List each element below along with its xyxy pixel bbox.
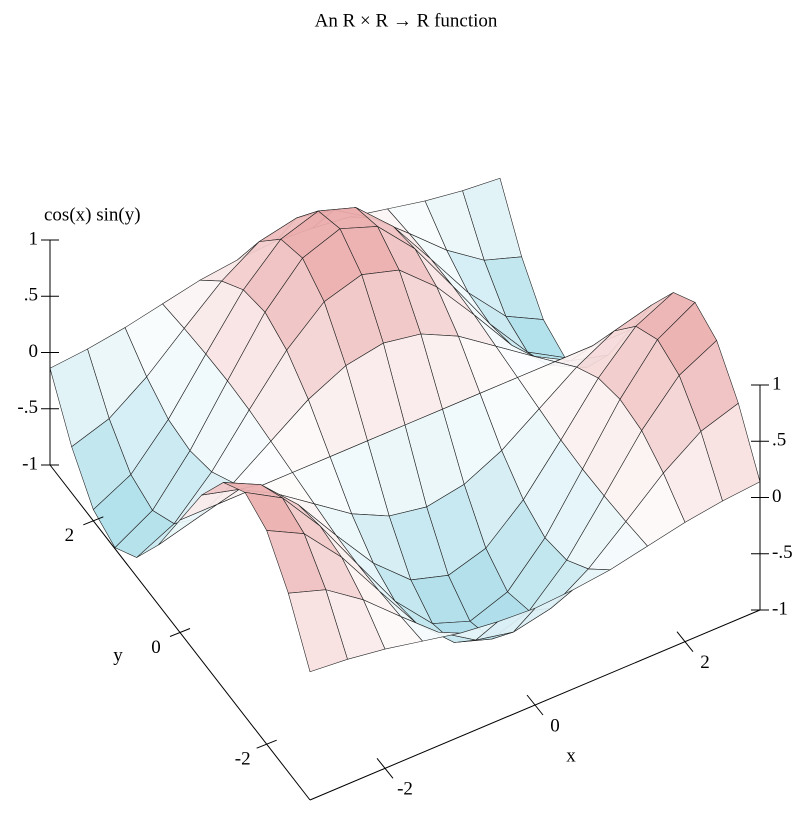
z-axis-label: cos(x) sin(y) (44, 204, 141, 225)
y-axis-label: y (113, 645, 123, 666)
x-tick (376, 758, 394, 779)
y-tick-label: 0 (151, 637, 161, 658)
surface (49, 177, 761, 673)
z-tick-label: .5 (24, 285, 38, 306)
z-tick-label: 0 (772, 486, 782, 507)
z-tick-label: -1 (772, 598, 788, 619)
y-tick (256, 739, 277, 749)
x-tick (526, 694, 544, 716)
x-tick (676, 631, 694, 652)
z-tick-label: 0 (29, 341, 39, 362)
chart-title: An R × R → R function (315, 10, 498, 31)
x-tick-label: 2 (700, 652, 710, 673)
y-tick-label: 2 (65, 525, 75, 546)
z-tick-label: -1 (22, 453, 38, 474)
z-tick-label: 1 (772, 373, 782, 394)
y-tick (83, 516, 104, 526)
z-tick-label: -.5 (17, 397, 38, 418)
x-tick-label: -2 (397, 779, 413, 800)
z-tick-label: -.5 (772, 542, 793, 563)
y-tick-label: -2 (235, 749, 251, 770)
y-tick (169, 628, 191, 637)
z-tick-label: .5 (772, 430, 786, 451)
x-axis-label: x (566, 745, 576, 766)
z-tick-label: 1 (29, 228, 39, 249)
x-tick-label: 0 (550, 715, 560, 736)
surface-patch (287, 589, 348, 673)
